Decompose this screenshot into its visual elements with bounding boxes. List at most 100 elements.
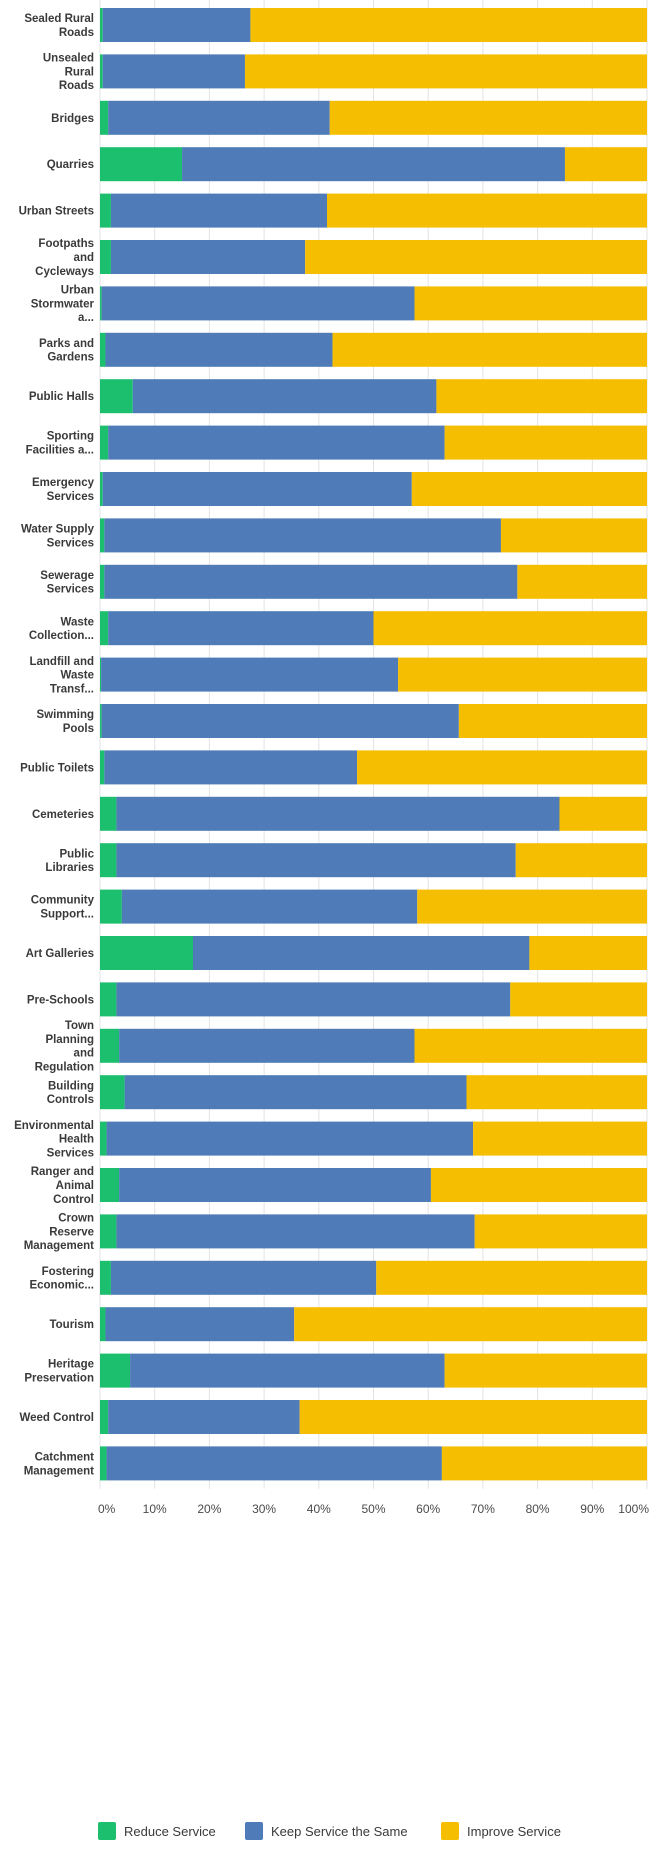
bar-segment-keep-service-the-same bbox=[104, 750, 358, 785]
category-label-line: Stormwater bbox=[31, 298, 95, 310]
bar-segment-reduce-service bbox=[100, 1260, 111, 1295]
category-label-line: Regulation bbox=[35, 1062, 94, 1074]
bar-segment-reduce-service bbox=[100, 750, 105, 785]
bars bbox=[100, 8, 648, 1481]
category-label-line: Services bbox=[47, 491, 94, 503]
bar-segment-reduce-service bbox=[100, 1168, 120, 1202]
bar-segment-improve-service bbox=[473, 1121, 647, 1156]
category-label-line: Ranger and bbox=[31, 1166, 94, 1178]
category-label-line: Management bbox=[24, 1240, 94, 1252]
bar-segment-improve-service bbox=[436, 379, 647, 414]
bar-segment-improve-service bbox=[417, 889, 647, 924]
category-label-line: Art Galleries bbox=[26, 948, 94, 960]
bar-segment-reduce-service bbox=[100, 54, 103, 89]
bar-segment-improve-service bbox=[329, 100, 647, 135]
bar-segment-reduce-service bbox=[100, 147, 183, 182]
category-label-line: Cemeteries bbox=[32, 809, 94, 821]
category-label-line: Heritage bbox=[48, 1359, 94, 1371]
bar-segment-keep-service-the-same bbox=[102, 54, 245, 89]
category-label-line: Public bbox=[59, 848, 94, 860]
category-label-line: Support... bbox=[40, 909, 94, 921]
category-label: Waste Collection... bbox=[29, 616, 94, 642]
bar-segment-improve-service bbox=[444, 425, 647, 460]
category-label-line: Swimming bbox=[36, 709, 94, 721]
bar-segment-reduce-service bbox=[100, 564, 105, 599]
category-label: Bridges bbox=[51, 113, 94, 125]
bar-segment-keep-service-the-same bbox=[119, 1028, 415, 1063]
bar-segment-reduce-service bbox=[100, 796, 117, 831]
x-tick-label: 10% bbox=[143, 1502, 167, 1516]
bar-segment-reduce-service bbox=[100, 889, 122, 924]
bar-segment-keep-service-the-same bbox=[130, 1353, 445, 1388]
category-label: Water Supply Services bbox=[21, 524, 95, 550]
bar-segment-keep-service-the-same bbox=[132, 379, 437, 414]
bar-segment-improve-service bbox=[357, 750, 647, 785]
category-label-line: Sporting bbox=[47, 431, 94, 443]
bar-segment-improve-service bbox=[500, 518, 647, 553]
category-label-line: a... bbox=[78, 312, 94, 324]
category-label: Tourism bbox=[49, 1319, 94, 1331]
legend-swatch bbox=[98, 1822, 116, 1840]
bar-segment-keep-service-the-same bbox=[116, 982, 511, 1017]
bar-segment-reduce-service bbox=[100, 193, 111, 228]
category-label-line: and bbox=[74, 1048, 94, 1060]
category-label: Weed Control bbox=[19, 1412, 94, 1424]
bar-segment-keep-service-the-same bbox=[108, 425, 445, 460]
bar-segment-reduce-service bbox=[100, 8, 103, 42]
bar-segment-reduce-service bbox=[100, 332, 106, 367]
legend-label: Reduce Service bbox=[124, 1824, 216, 1839]
bar-segment-improve-service bbox=[398, 657, 647, 692]
category-label-line: Waste bbox=[61, 616, 94, 628]
category-label-line: Preservation bbox=[24, 1373, 94, 1385]
x-tick-label: 90% bbox=[580, 1502, 604, 1516]
bar-segment-keep-service-the-same bbox=[105, 332, 333, 367]
category-label: Heritage Preservation bbox=[24, 1359, 94, 1385]
bar-segment-reduce-service bbox=[100, 982, 117, 1017]
category-label: Crown Reserve Management bbox=[24, 1213, 94, 1253]
bar-segment-reduce-service bbox=[100, 286, 102, 321]
bar-segment-keep-service-the-same bbox=[104, 564, 518, 599]
bar-segment-reduce-service bbox=[100, 1214, 117, 1249]
bar-segment-improve-service bbox=[373, 611, 647, 646]
bar-segment-keep-service-the-same bbox=[106, 1446, 442, 1481]
category-label-line: Environmental bbox=[14, 1120, 94, 1132]
bar-segment-keep-service-the-same bbox=[101, 657, 399, 692]
legend-label: Keep Service the Same bbox=[271, 1824, 408, 1839]
category-label: Landfill and Waste Transf... bbox=[29, 656, 94, 696]
category-label: Urban Stormwater a... bbox=[31, 285, 95, 325]
x-tick-label: 50% bbox=[361, 1502, 385, 1516]
category-label: Public Halls bbox=[29, 391, 94, 403]
category-label-line: Waste bbox=[61, 670, 94, 682]
bar-segment-keep-service-the-same bbox=[106, 1121, 474, 1156]
bar-segment-improve-service bbox=[517, 564, 647, 599]
category-label-line: Pools bbox=[63, 723, 94, 735]
legend: Reduce Service Keep Service the Same Impro… bbox=[98, 1822, 561, 1840]
bar-segment-improve-service bbox=[515, 843, 647, 878]
category-label: Pre-Schools bbox=[27, 994, 94, 1006]
x-tick-label: 40% bbox=[307, 1502, 331, 1516]
bar-segment-reduce-service bbox=[100, 1121, 107, 1156]
bar-segment-reduce-service bbox=[100, 240, 111, 274]
category-label: Community Support... bbox=[31, 895, 95, 921]
bar-segment-reduce-service bbox=[100, 1075, 125, 1110]
bar-segment-improve-service bbox=[327, 193, 647, 228]
category-label-line: Emergency bbox=[32, 477, 95, 489]
bar-segment-keep-service-the-same bbox=[121, 889, 418, 924]
category-label-line: Cycleways bbox=[35, 266, 94, 278]
category-label: Environmental Health Services bbox=[14, 1120, 94, 1160]
bar-segment-keep-service-the-same bbox=[124, 1075, 467, 1110]
category-label-line: Building bbox=[48, 1080, 94, 1092]
legend-swatch bbox=[441, 1822, 459, 1840]
category-label-line: Transf... bbox=[50, 683, 94, 695]
bar-segment-keep-service-the-same bbox=[105, 1307, 295, 1342]
category-label-line: Parks and bbox=[39, 338, 94, 350]
bar-segment-improve-service bbox=[305, 240, 647, 274]
bar-segment-reduce-service bbox=[100, 1400, 109, 1434]
bar-segment-reduce-service bbox=[100, 936, 193, 970]
category-label-line: Economic... bbox=[29, 1280, 94, 1292]
category-label-line: and bbox=[74, 252, 94, 264]
bar-segment-improve-service bbox=[559, 796, 647, 831]
bar-segment-reduce-service bbox=[100, 379, 133, 414]
